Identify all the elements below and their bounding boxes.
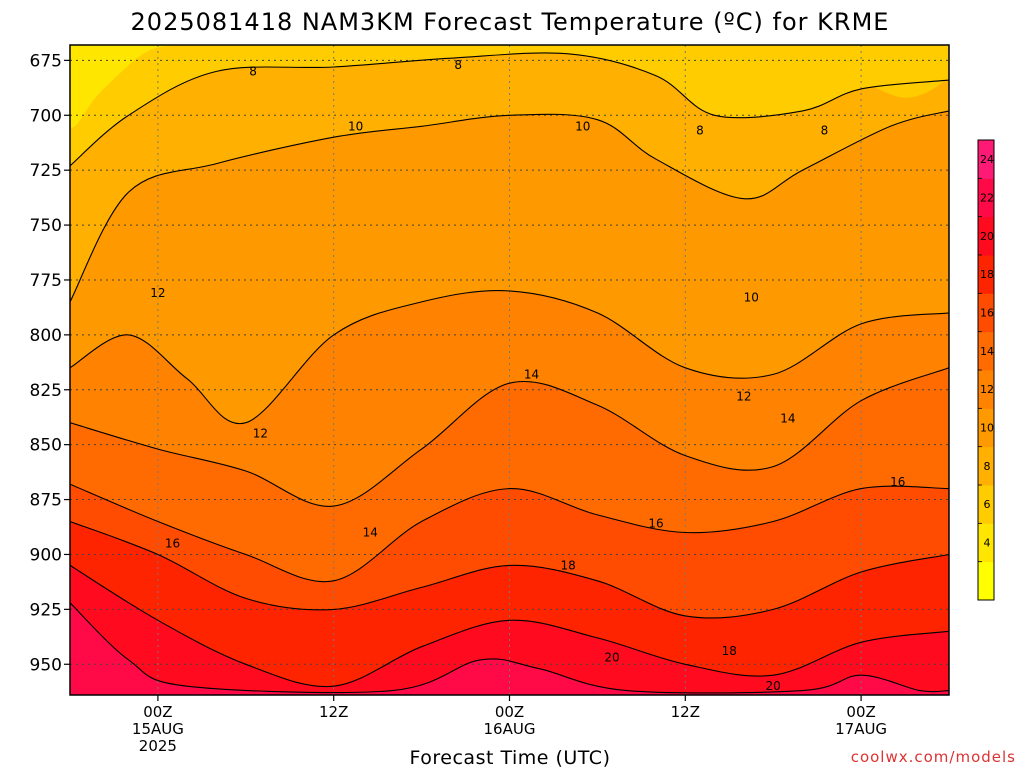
x-tick-label: 00Z 17AUG — [835, 703, 887, 738]
credit-text[interactable]: coolwx.com/models — [851, 748, 1016, 766]
y-tick-label-850: 850 — [30, 436, 62, 456]
colorbar-label-16: 16 — [980, 307, 994, 320]
colorbar-label-8: 8 — [984, 460, 991, 473]
colorbar-swatch — [978, 331, 994, 371]
contour-label-18: 18 — [722, 644, 737, 658]
isotherm-18 — [70, 520, 949, 619]
colorbar-swatch — [978, 485, 994, 524]
x-tick-label: 00Z 15AUG 2025 — [132, 703, 184, 755]
colorbar-label-22: 22 — [980, 192, 994, 205]
contour-label-8: 8 — [821, 124, 829, 138]
contour-label-18: 18 — [560, 558, 575, 572]
band-below-8-right — [802, 45, 949, 98]
x-tick-label: 00Z 16AUG — [484, 703, 536, 738]
x-tick-line: 15AUG — [132, 720, 184, 738]
colorbar: 4 6 8 10 12 14 16 18 20 22 24 — [977, 139, 995, 601]
contour-label-10: 10 — [744, 291, 759, 305]
colorbar-swatch — [978, 446, 994, 486]
y-tick-label-675: 675 — [30, 51, 62, 71]
temperature-fill-layer — [70, 45, 949, 695]
x-tick-line: 00Z — [495, 703, 524, 721]
contour-label-14: 14 — [524, 367, 539, 381]
colorbar-swatch — [978, 216, 994, 256]
y-tick-label-725: 725 — [30, 161, 62, 181]
isotherm-14 — [70, 367, 949, 507]
colorbar-swatch — [978, 561, 994, 601]
y-tick-label-900: 900 — [30, 545, 62, 565]
y-tick-label-800: 800 — [30, 326, 62, 346]
isotherm-12 — [70, 290, 949, 425]
x-tick-line: 00Z — [846, 703, 875, 721]
contour-label-10: 10 — [348, 119, 363, 133]
colorbar-swatch — [978, 140, 994, 179]
contour-label-12: 12 — [253, 427, 268, 441]
colorbar-label-18: 18 — [980, 268, 994, 281]
y-tick-label-950: 950 — [30, 655, 62, 675]
x-tick-line: 17AUG — [835, 720, 887, 738]
colorbar-label-12: 12 — [980, 383, 994, 396]
contour-label-14: 14 — [780, 411, 795, 425]
contour-label-12: 12 — [150, 286, 165, 300]
colorbar-swatch — [978, 293, 994, 333]
band-above-18 — [70, 521, 949, 695]
y-tick-label-875: 875 — [30, 491, 62, 511]
isotherm-20 — [70, 564, 949, 688]
band-above-20 — [70, 565, 949, 695]
x-tick-line: 00Z — [143, 703, 172, 721]
colorbar-swatch — [978, 408, 994, 448]
x-tick-label: 12Z — [319, 703, 348, 721]
y-tick-label-750: 750 — [30, 216, 62, 236]
contour-label-16: 16 — [648, 517, 663, 531]
x-tick-line: 2025 — [139, 737, 177, 755]
contour-label-layer: 8 8 8 8 10 10 10 12 12 12 14 14 14 16 16 16 18 18 20 20 — [150, 58, 905, 693]
x-tick-line: 16AUG — [484, 720, 536, 738]
contour-label-20: 20 — [766, 679, 781, 693]
colorbar-swatch — [978, 255, 994, 294]
isotherm-layer — [70, 52, 949, 694]
y-tick-label-775: 775 — [30, 271, 62, 291]
isotherm-10 — [70, 110, 949, 303]
chart-title: 2025081418 NAM3KM Forecast Temperature (… — [131, 8, 890, 36]
colorbar-label-24: 24 — [980, 153, 994, 166]
isotherm-8 — [70, 52, 949, 167]
y-tick-label-825: 825 — [30, 381, 62, 401]
band-below-8-left — [70, 45, 173, 128]
contour-label-8: 8 — [249, 64, 257, 78]
grid-layer — [70, 45, 949, 695]
x-tick-label: 12Z — [671, 703, 700, 721]
contour-label-8: 8 — [454, 58, 462, 72]
isotherm-22 — [70, 602, 949, 694]
y-tick-label-925: 925 — [30, 600, 62, 620]
contour-label-16: 16 — [165, 536, 180, 550]
colorbar-label-10: 10 — [980, 422, 994, 435]
y-axis: 675 700 725 750 775 800 825 850 875 900 925 950 — [30, 51, 70, 675]
colorbar-swatch — [978, 523, 994, 563]
contour-label-16: 16 — [890, 475, 905, 489]
y-tick-label-700: 700 — [30, 106, 62, 126]
contour-label-20: 20 — [604, 651, 619, 665]
contour-label-14: 14 — [363, 526, 378, 540]
isotherm-16 — [70, 483, 949, 583]
colorbar-swatch — [978, 370, 994, 409]
x-tick-line: 12Z — [319, 703, 348, 721]
contour-label-10: 10 — [575, 119, 590, 133]
colorbar-swatch — [978, 178, 994, 218]
contour-label-12: 12 — [736, 389, 751, 403]
colorbar-label-4: 4 — [984, 537, 991, 550]
contour-label-8: 8 — [696, 124, 704, 138]
colorbar-label-6: 6 — [984, 498, 991, 511]
x-tick-line: 12Z — [671, 703, 700, 721]
colorbar-label-14: 14 — [980, 345, 994, 358]
colorbar-label-20: 20 — [980, 230, 994, 243]
x-axis-title: Forecast Time (UTC) — [410, 747, 611, 768]
